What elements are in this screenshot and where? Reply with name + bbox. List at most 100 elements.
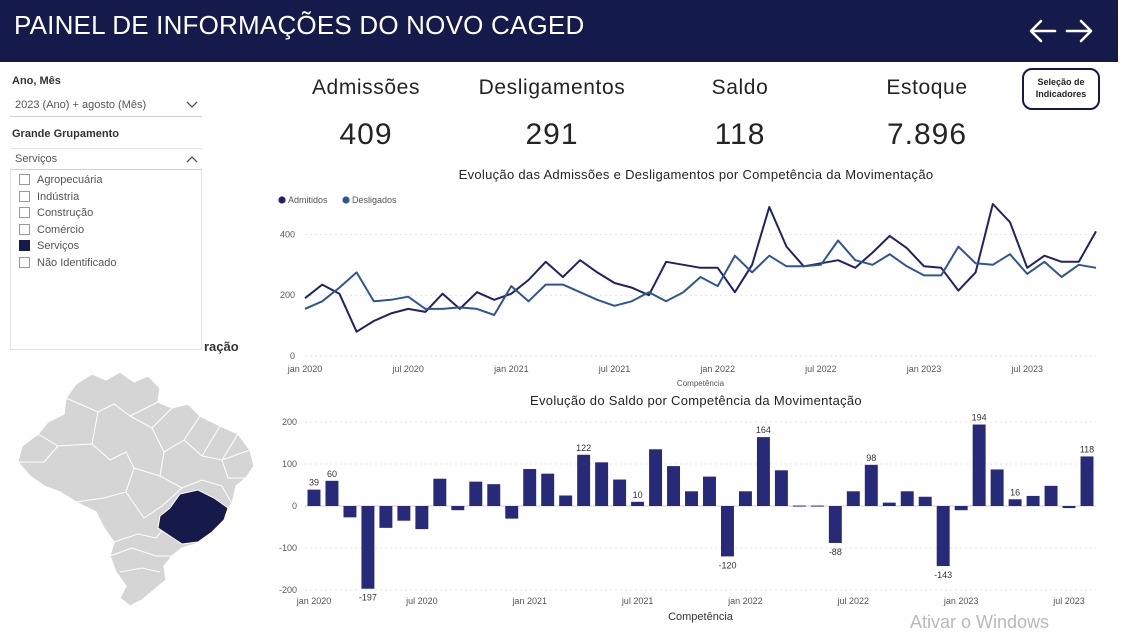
saldo-bar xyxy=(361,506,375,589)
saldo-bar xyxy=(936,506,950,567)
y-tick-label: -100 xyxy=(279,543,297,553)
saldo-bar xyxy=(415,506,429,530)
group-dropdown[interactable]: Serviços xyxy=(10,148,202,170)
period-dropdown-value: 2023 (Ano) + agosto (Mês) xyxy=(15,99,147,111)
minas-gerais-highlight xyxy=(157,489,229,545)
saldo-bar xyxy=(1062,506,1076,509)
saldo-bar xyxy=(720,506,734,557)
kpi-label-admissoes: Admissões xyxy=(311,76,421,99)
saldo-bar xyxy=(810,505,824,507)
x-tick-label: jan 2022 xyxy=(727,596,763,606)
legend-marker-desligados xyxy=(342,196,350,204)
bar-data-label: -143 xyxy=(934,570,952,580)
saldo-bar xyxy=(613,479,627,506)
group-option-label: Comércio xyxy=(37,224,85,236)
group-dropdown-value: Serviços xyxy=(15,153,58,165)
admissions-dismissals-line-chart[interactable]: 0 200 400 jan 2020 jul 2020 jan 2021 jul 2021 j… xyxy=(270,186,1110,392)
saldo-bar xyxy=(307,489,321,506)
saldo-bar xyxy=(595,462,609,506)
y-tick-label: 400 xyxy=(280,229,295,239)
kpi-value-saldo: 118 xyxy=(714,118,766,151)
chevron-up-icon xyxy=(186,156,198,163)
saldo-bar xyxy=(649,449,663,506)
group-option-construcao[interactable]: Construção xyxy=(19,207,93,221)
group-option-agropecuaria[interactable]: Agropecuária xyxy=(19,174,102,188)
x-tick-label: jul 2021 xyxy=(621,596,654,606)
indicator-selection-line2: Indicadores xyxy=(1035,89,1087,99)
saldo-bar xyxy=(882,502,896,506)
windows-activation-watermark: Ativar o Windows xyxy=(910,612,1050,632)
group-option-label: Serviços xyxy=(37,240,80,252)
saldo-bar xyxy=(918,496,932,506)
bar-data-label: -197 xyxy=(359,593,377,603)
kpi-label-desligamentos: Desligamentos xyxy=(478,76,626,99)
bar-data-label: 122 xyxy=(576,443,591,453)
checkbox[interactable] xyxy=(19,224,30,235)
checkbox[interactable] xyxy=(19,257,30,268)
saldo-bar xyxy=(667,466,681,506)
bar-data-label: 164 xyxy=(756,425,771,435)
group-option-label: Agropecuária xyxy=(37,174,103,186)
checkbox-checked[interactable] xyxy=(19,240,30,251)
group-option-servicos[interactable]: Serviços xyxy=(19,240,79,254)
kpi-label-saldo: Saldo xyxy=(711,76,769,99)
y-tick-label: 200 xyxy=(282,417,297,427)
group-option-nao-identificado[interactable]: Não Identificado xyxy=(19,257,117,271)
checkbox[interactable] xyxy=(19,174,30,185)
x-tick-label: jul 2023 xyxy=(1052,596,1085,606)
bar-data-label: 60 xyxy=(327,469,337,479)
group-options-list: Agropecuária Indústria Construção Comérc… xyxy=(10,168,202,350)
x-tick-label: jul 2020 xyxy=(405,596,438,606)
header-bar: PAINEL DE INFORMAÇÕES DO NOVO CAGED xyxy=(0,0,1118,62)
saldo-bar xyxy=(972,424,986,506)
saldo-bar xyxy=(397,506,411,521)
period-dropdown[interactable]: 2023 (Ano) + agosto (Mês) xyxy=(10,95,202,117)
saldo-bar xyxy=(1026,495,1040,506)
forward-arrow-icon[interactable] xyxy=(1064,14,1094,48)
x-tick-label: jul 2023 xyxy=(1010,364,1043,374)
brazil-outline xyxy=(17,371,255,607)
group-filter-label: Grande Grupamento xyxy=(12,128,119,140)
saldo-bar xyxy=(738,491,752,506)
saldo-bar xyxy=(900,491,914,506)
saldo-bar xyxy=(487,484,501,506)
saldo-bar xyxy=(469,481,483,506)
saldo-bar xyxy=(343,506,357,518)
saldo-bar xyxy=(828,506,842,543)
back-arrow-icon[interactable] xyxy=(1028,14,1058,48)
saldo-bar xyxy=(1008,499,1022,506)
bar-data-label: 39 xyxy=(309,478,319,488)
x-axis-title: Competência xyxy=(668,611,734,623)
saldo-bar xyxy=(756,437,770,506)
saldo-bar xyxy=(433,478,447,506)
bar-data-label: 194 xyxy=(972,413,987,423)
checkbox[interactable] xyxy=(19,191,30,202)
saldo-bar xyxy=(685,491,698,506)
x-tick-label: jan 2021 xyxy=(511,596,547,606)
checkbox[interactable] xyxy=(19,207,30,218)
indicator-selection-button[interactable]: Seleção de Indicadores xyxy=(1022,68,1100,110)
saldo-bar xyxy=(379,506,393,528)
x-tick-label: jan 2020 xyxy=(296,596,332,606)
saldo-bar xyxy=(451,506,465,511)
bar-data-label: -88 xyxy=(829,547,842,557)
x-axis-title: Competência xyxy=(677,379,725,388)
x-tick-label: jan 2022 xyxy=(699,364,735,374)
saldo-bar xyxy=(325,480,339,506)
saldo-bar xyxy=(505,506,519,519)
legend-label-desligados: Desligados xyxy=(352,195,397,205)
group-option-comercio[interactable]: Comércio xyxy=(19,224,84,238)
x-tick-label: jan 2020 xyxy=(287,364,323,374)
map-title: ração xyxy=(204,339,239,354)
saldo-bar-chart[interactable]: -200 -100 0 100 200 39 60 -197 122 10 -120 164 -88 98… xyxy=(270,410,1110,628)
y-tick-label: -200 xyxy=(279,585,297,595)
series-line-desligados xyxy=(304,239,1097,316)
saldo-bar xyxy=(541,473,555,506)
kpi-value-desligamentos: 291 xyxy=(525,118,579,151)
bar-data-label: -120 xyxy=(718,560,736,570)
bar-data-label: 16 xyxy=(1010,487,1020,497)
brazil-map[interactable] xyxy=(14,368,260,612)
indicator-selection-line1: Seleção de xyxy=(1037,77,1085,87)
group-option-industria[interactable]: Indústria xyxy=(19,191,79,205)
y-tick-label: 200 xyxy=(280,290,295,300)
